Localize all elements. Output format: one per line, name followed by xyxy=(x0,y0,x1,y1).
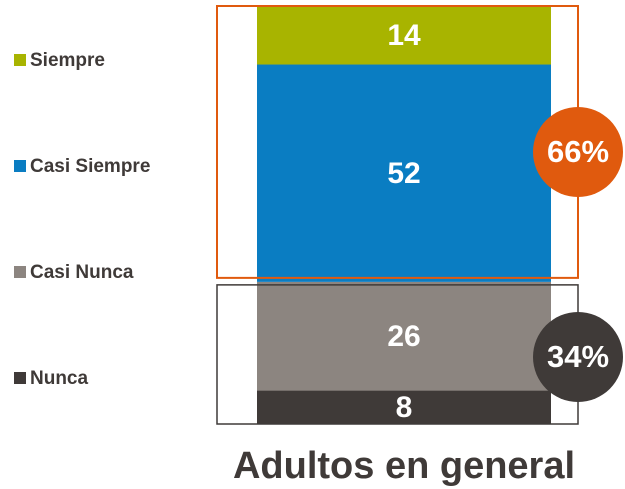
bar-segment xyxy=(257,390,551,424)
bar-segment xyxy=(257,6,551,65)
annotation-label: 66% xyxy=(547,134,609,169)
legend-label: Nunca xyxy=(30,368,89,389)
x-tick-label: Adultos en general xyxy=(233,445,575,487)
annotation-badge xyxy=(533,312,623,402)
legend-swatch xyxy=(14,54,26,66)
bar-segment xyxy=(257,281,551,391)
legend-swatch xyxy=(14,160,26,172)
legend-label: Casi Siempre xyxy=(30,156,150,177)
annotation-label: 34% xyxy=(547,339,609,374)
data-label: 26 xyxy=(387,320,420,353)
legend-label: Siempre xyxy=(30,50,105,71)
bar-segment xyxy=(257,64,551,282)
legend-swatch xyxy=(14,266,26,278)
legend-swatch xyxy=(14,372,26,384)
legend-label: Casi Nunca xyxy=(30,262,134,283)
data-label: 14 xyxy=(387,19,421,52)
data-label: 8 xyxy=(396,391,413,424)
annotation-badge xyxy=(533,107,623,197)
data-label: 52 xyxy=(387,157,420,190)
